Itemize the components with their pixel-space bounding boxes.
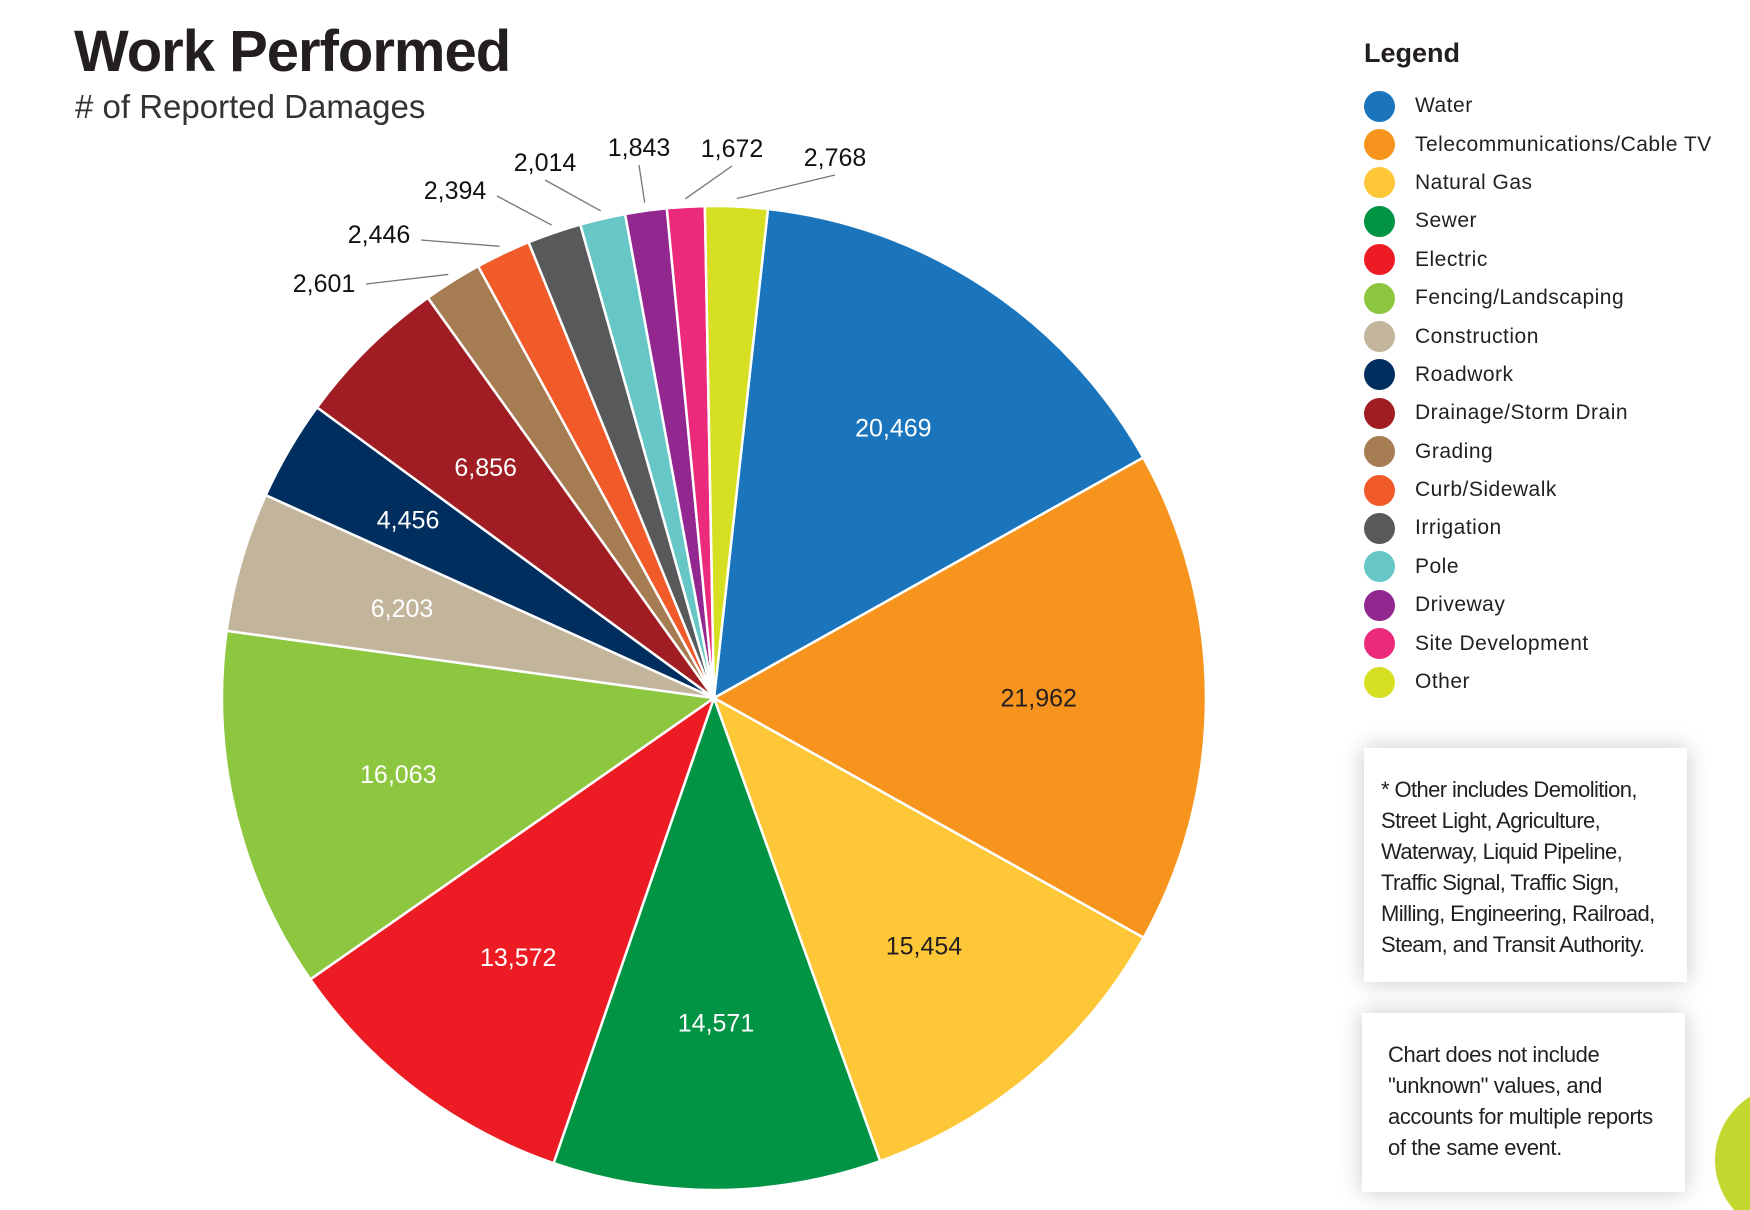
legend-swatch-icon (1364, 474, 1395, 506)
legend-item-pole: Pole (1364, 548, 1712, 586)
legend-label: Sewer (1415, 209, 1478, 233)
legend-item-fencing-landscaping: Fencing/Landscaping (1364, 279, 1712, 317)
legend-item-curb-sidewalk: Curb/Sidewalk (1364, 471, 1712, 509)
chart-subtitle: # of Reported Damages (75, 88, 426, 125)
legend-label: Construction (1415, 324, 1539, 348)
legend-item-grading: Grading (1364, 433, 1712, 471)
pie-slice-water (712, 207, 1145, 701)
legend-swatch-icon (1364, 628, 1395, 660)
legend-label: Driveway (1415, 593, 1506, 617)
legend-swatch-icon (1364, 359, 1395, 391)
legend-item-site-development: Site Development (1364, 624, 1712, 662)
legend-swatch-icon (1364, 397, 1395, 429)
legend-swatch-icon (1364, 512, 1395, 544)
slice-label-site-development: 1,672 (701, 135, 764, 163)
leader-line-other (736, 174, 836, 200)
legend-title: Legend (1364, 38, 1461, 68)
legend-item-telecommunications-cable-tv: Telecommunications/Cable TV (1364, 125, 1712, 163)
slice-label-other: 2,768 (804, 144, 867, 172)
slice-label-natural-gas: 15,454 (886, 933, 963, 961)
slice-label-construction: 6,203 (371, 595, 434, 623)
legend-item-roadwork: Roadwork (1364, 356, 1712, 394)
legend-item-electric: Electric (1364, 241, 1712, 279)
legend-swatch-icon (1364, 551, 1395, 583)
pie-chart: 20,469 21,962 15,454 14,571 13,572 16,063 6,20… (220, 134, 1208, 1192)
legend-swatch-icon (1364, 167, 1395, 199)
slice-label-drainage-storm-drain: 6,856 (454, 454, 517, 482)
slice-label-telecommunications-cable-tv: 21,962 (1000, 685, 1076, 713)
legend-swatch-icon (1364, 90, 1395, 122)
leader-line-pole (544, 179, 602, 212)
slice-label-sewer: 14,571 (678, 1010, 754, 1038)
pie-slice-drainage-storm-drain (315, 296, 716, 700)
slice-label-curb-sidewalk: 2,446 (348, 221, 411, 249)
legend-swatch-icon (1364, 244, 1395, 276)
legend-label: Telecommunications/Cable TV (1415, 132, 1712, 156)
leader-line-driveway (638, 164, 646, 203)
slice-label-electric: 13,572 (480, 944, 556, 972)
legend-item-other: Other (1364, 663, 1712, 701)
slice-label-pole: 2,014 (514, 149, 577, 177)
chart-title: Work Performed (74, 19, 511, 84)
legend-swatch-icon (1364, 589, 1395, 621)
legend-item-natural-gas: Natural Gas (1364, 164, 1712, 202)
legend-label: Roadwork (1415, 362, 1514, 386)
leader-line-grading (365, 273, 449, 285)
legend-item-water: Water (1364, 87, 1712, 125)
legend: Legend Water Telecommunications/Cable TV N… (1364, 38, 1712, 701)
legend-swatch-icon (1364, 666, 1395, 698)
legend-label: Other (1415, 670, 1471, 694)
legend-label: Natural Gas (1415, 170, 1533, 194)
legend-item-construction: Construction (1364, 317, 1712, 355)
slice-label-driveway: 1,843 (608, 134, 671, 162)
pie-slice-other (703, 204, 770, 699)
legend-swatch-icon (1364, 436, 1395, 468)
legend-item-driveway: Driveway (1364, 586, 1712, 624)
legend-label: Curb/Sidewalk (1415, 478, 1557, 502)
leader-line-site-development (684, 165, 733, 200)
other-footnote: * Other includes Demolition, Street Ligh… (1364, 748, 1687, 982)
legend-label: Grading (1415, 439, 1494, 463)
legend-label: Site Development (1415, 631, 1589, 655)
decorative-circle (1715, 1096, 1750, 1210)
legend-swatch-icon (1364, 282, 1395, 314)
pie-slice-sewer (552, 694, 882, 1192)
legend-label: Fencing/Landscaping (1415, 286, 1625, 310)
pie-slice-electric (308, 694, 717, 1165)
slice-label-irrigation: 2,394 (424, 177, 487, 205)
pie-slice-natural-gas (711, 695, 1146, 1163)
legend-items: Water Telecommunications/Cable TV Natural … (1364, 87, 1712, 701)
legend-label: Water (1415, 94, 1473, 118)
slice-label-water: 20,469 (855, 414, 931, 442)
slice-label-fencing-landscaping: 16,063 (360, 761, 436, 789)
leader-line-irrigation (496, 195, 552, 226)
legend-swatch-icon (1364, 205, 1395, 237)
legend-label: Pole (1415, 554, 1460, 578)
legend-label: Electric (1415, 247, 1488, 271)
slice-label-grading: 2,601 (293, 270, 356, 298)
legend-item-sewer: Sewer (1364, 202, 1712, 240)
unknown-values-note: Chart does not include "unknown" values,… (1362, 1013, 1685, 1192)
legend-label: Irrigation (1415, 516, 1502, 540)
legend-label: Drainage/Storm Drain (1415, 401, 1629, 425)
leader-line-curb-sidewalk (420, 239, 500, 247)
legend-item-drainage-storm-drain: Drainage/Storm Drain (1364, 394, 1712, 432)
legend-swatch-icon (1364, 321, 1395, 353)
pie-slice-fencing-landscaping (220, 629, 718, 982)
slice-label-roadwork: 4,456 (377, 506, 440, 534)
legend-item-irrigation: Irrigation (1364, 509, 1712, 547)
legend-swatch-icon (1364, 129, 1395, 161)
pie-slice-telecommunications-cable-tv (711, 455, 1208, 940)
